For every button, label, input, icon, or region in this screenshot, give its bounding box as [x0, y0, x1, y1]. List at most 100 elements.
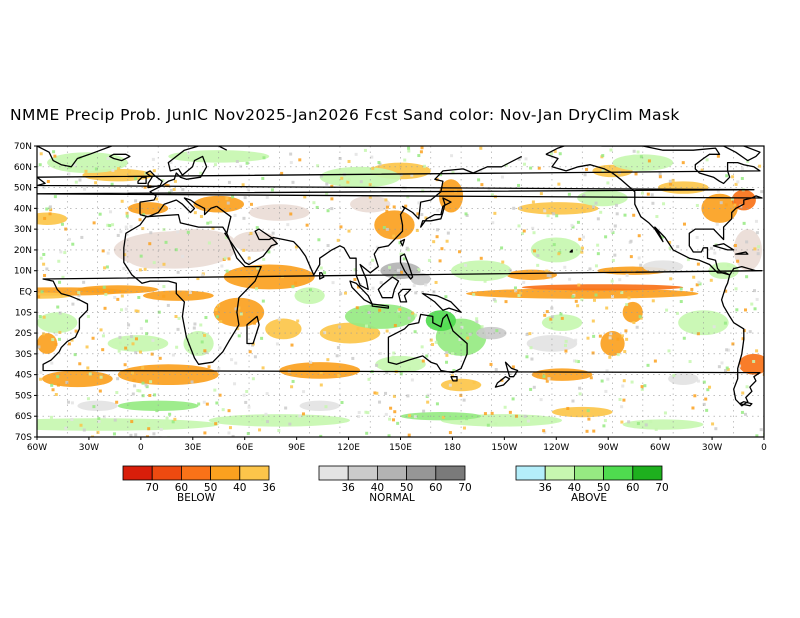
probability-cell [543, 430, 547, 434]
probability-cell [610, 229, 614, 233]
probability-cell [111, 223, 115, 227]
borneo-coastline [377, 276, 400, 299]
probability-cell [564, 339, 568, 343]
probability-cell [256, 266, 260, 270]
probability-cell [290, 385, 294, 389]
probability-cell [275, 342, 279, 346]
probability-cell [371, 185, 375, 189]
probability-cell [425, 354, 429, 358]
probability-cell [73, 163, 77, 167]
probability-cell [760, 190, 764, 194]
probability-cell [303, 195, 307, 199]
lat-label: 10S [15, 308, 32, 318]
probability-cell [629, 255, 633, 259]
probability-cell [715, 222, 719, 226]
probability-cell [139, 327, 143, 331]
legend-normal: 36 40 50 60 70 NORMAL [318, 465, 472, 504]
probability-cell [145, 385, 149, 389]
legend-tick-label: 36 [342, 482, 356, 494]
probability-cell [53, 154, 57, 158]
probability-cell [162, 294, 166, 298]
probability-cell [511, 365, 515, 369]
probability-cell [242, 393, 246, 397]
probability-cell [635, 325, 639, 329]
near-normal-area [668, 372, 699, 386]
probability-cell [551, 315, 555, 319]
probability-cell [422, 409, 426, 413]
probability-cell [116, 377, 120, 381]
probability-cell [649, 420, 653, 424]
probability-cell [596, 217, 600, 221]
probability-cell [646, 192, 650, 196]
probability-cell [373, 391, 377, 395]
legend-swatch [151, 465, 182, 481]
probability-cell [531, 226, 535, 230]
probability-cell [529, 166, 533, 170]
probability-cell [385, 209, 389, 213]
probability-cell [378, 308, 382, 312]
probability-cell [171, 420, 175, 424]
probability-cell [115, 400, 119, 404]
probability-cell [291, 379, 295, 383]
probability-cell [748, 330, 752, 334]
probability-cell [406, 195, 410, 199]
probability-cell [239, 164, 243, 168]
probability-cell [374, 363, 378, 367]
probability-cell [136, 309, 140, 313]
probability-cell [518, 206, 522, 210]
lon-label: 90W [598, 443, 618, 453]
probability-cell [242, 216, 246, 220]
probability-cell [309, 288, 313, 292]
probability-cell [340, 176, 344, 180]
probability-cell [545, 269, 549, 273]
lon-label: 120E [337, 443, 360, 453]
legend-swatch [210, 465, 241, 481]
probability-cell [630, 380, 634, 384]
probability-cell [622, 398, 626, 402]
probability-cell [234, 307, 238, 311]
probability-cell [150, 352, 154, 356]
probability-cell [536, 254, 540, 258]
probability-cell [245, 389, 249, 393]
probability-cell [413, 415, 417, 419]
probability-cell [407, 146, 411, 150]
probability-cell [146, 421, 150, 425]
probability-cell [625, 273, 629, 277]
probability-cell [600, 379, 604, 383]
probability-cell [392, 418, 396, 422]
probability-cell [124, 346, 128, 350]
probability-cell [393, 410, 397, 414]
japan-coastline [420, 197, 452, 228]
above-normal-area [622, 419, 704, 430]
probability-cell [37, 295, 41, 299]
probability-cell [639, 263, 643, 267]
probability-cell [745, 275, 749, 279]
probability-cell [172, 187, 176, 191]
probability-cell [392, 205, 396, 209]
probability-cell [608, 355, 612, 359]
probability-cell [70, 338, 74, 342]
probability-cell [668, 240, 672, 244]
probability-cell [517, 157, 521, 161]
probability-cell [245, 161, 249, 165]
probability-cell [152, 432, 156, 436]
probability-cell [145, 332, 149, 336]
probability-cell [647, 159, 651, 163]
probability-cell [71, 242, 75, 246]
probability-cell [622, 379, 626, 383]
probability-cell [598, 334, 602, 338]
probability-cell [326, 358, 330, 362]
probability-cell [435, 402, 439, 406]
probability-cell [319, 370, 323, 374]
probability-cell [43, 273, 47, 277]
probability-cell [120, 294, 124, 298]
probability-cell [548, 274, 552, 278]
probability-cell [451, 171, 455, 175]
probability-cell [217, 367, 221, 371]
probability-cell [725, 366, 729, 370]
probability-cell [242, 248, 246, 252]
probability-cell [378, 352, 382, 356]
probability-cell [655, 215, 659, 219]
probability-cell [627, 296, 631, 300]
probability-cell [521, 231, 525, 235]
